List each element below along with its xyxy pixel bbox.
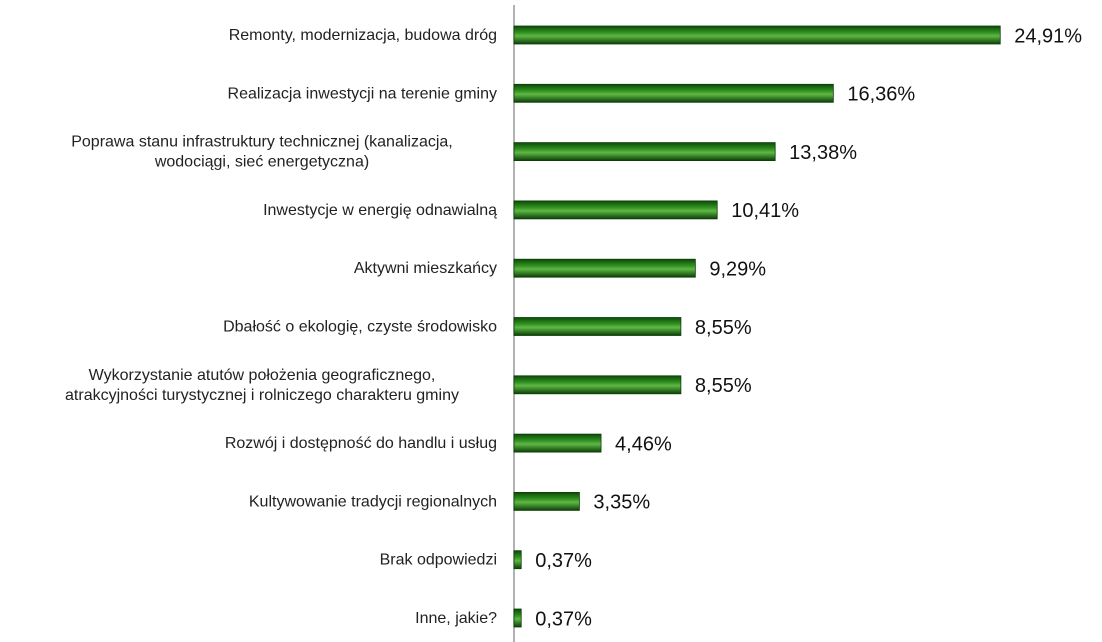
category-label: Inwestycje w energię odnawialną <box>263 202 497 219</box>
category-label: Wykorzystanie atutów położenia geografic… <box>65 367 459 404</box>
bar <box>513 433 602 453</box>
bar <box>513 608 522 628</box>
value-label: 9,29% <box>709 258 766 280</box>
value-label: 10,41% <box>731 200 799 222</box>
value-label: 8,55% <box>695 375 752 397</box>
bar <box>513 200 718 220</box>
value-label: 16,36% <box>847 84 915 106</box>
category-label: Brak odpowiedzi <box>380 552 497 569</box>
bar <box>513 83 834 103</box>
value-label: 0,37% <box>535 550 592 572</box>
category-label: Remonty, modernizacja, budowa dróg <box>229 27 497 44</box>
bar <box>513 25 1001 45</box>
bar <box>513 258 696 278</box>
category-label: Poprawa stanu infrastruktury technicznej… <box>71 134 453 171</box>
bar <box>513 317 682 336</box>
category-label: Kultywowanie tradycji regionalnych <box>249 493 497 510</box>
value-label: 4,46% <box>615 433 672 455</box>
value-label: 0,37% <box>535 608 592 630</box>
category-label: Dbałość o ekologię, czyste środowisko <box>223 319 497 336</box>
bar <box>513 491 580 511</box>
category-label: Inne, jakie? <box>415 610 497 627</box>
category-label: Rozwój i dostępność do handlu i usług <box>225 435 497 452</box>
value-label: 13,38% <box>789 142 857 164</box>
value-label: 24,91% <box>1014 25 1082 47</box>
category-label: Realizacja inwestycji na terenie gminy <box>228 85 497 102</box>
value-label: 8,55% <box>695 317 752 339</box>
category-label: Aktywni mieszkańcy <box>354 260 497 277</box>
bar <box>513 550 522 570</box>
value-label: 3,35% <box>593 492 650 514</box>
bar <box>513 375 682 395</box>
bar <box>513 142 776 162</box>
